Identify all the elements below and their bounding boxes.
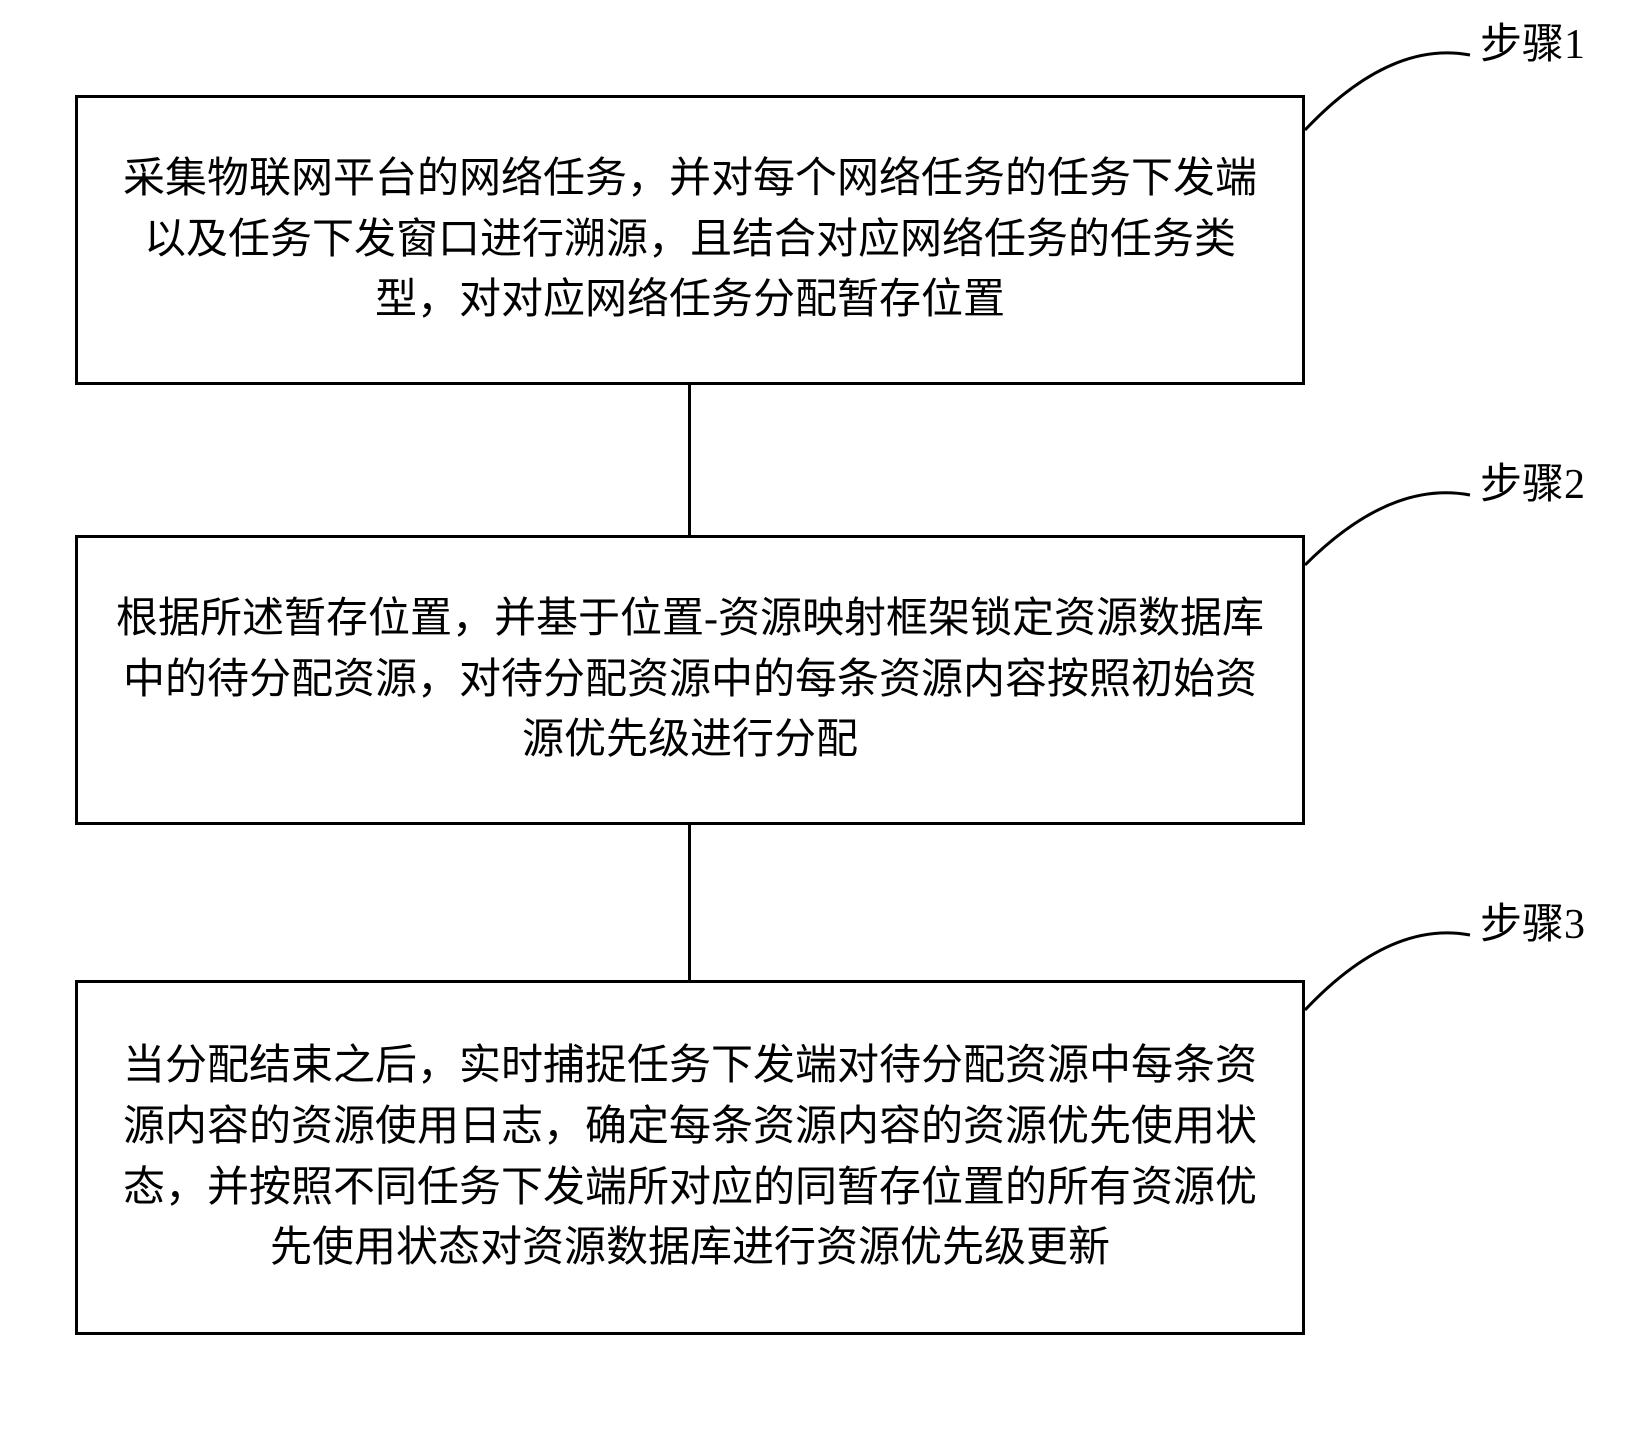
- flowchart-canvas: 步骤1 采集物联网平台的网络任务，并对每个网络任务的任务下发端以及任务下发窗口进…: [0, 0, 1633, 1447]
- leader-3: [0, 0, 1633, 1100]
- step-box-3: 当分配结束之后，实时捕捉任务下发端对待分配资源中每条资源内容的资源使用日志，确定…: [75, 980, 1305, 1335]
- step-box-3-text: 当分配结束之后，实时捕捉任务下发端对待分配资源中每条资源内容的资源使用日志，确定…: [106, 1036, 1274, 1280]
